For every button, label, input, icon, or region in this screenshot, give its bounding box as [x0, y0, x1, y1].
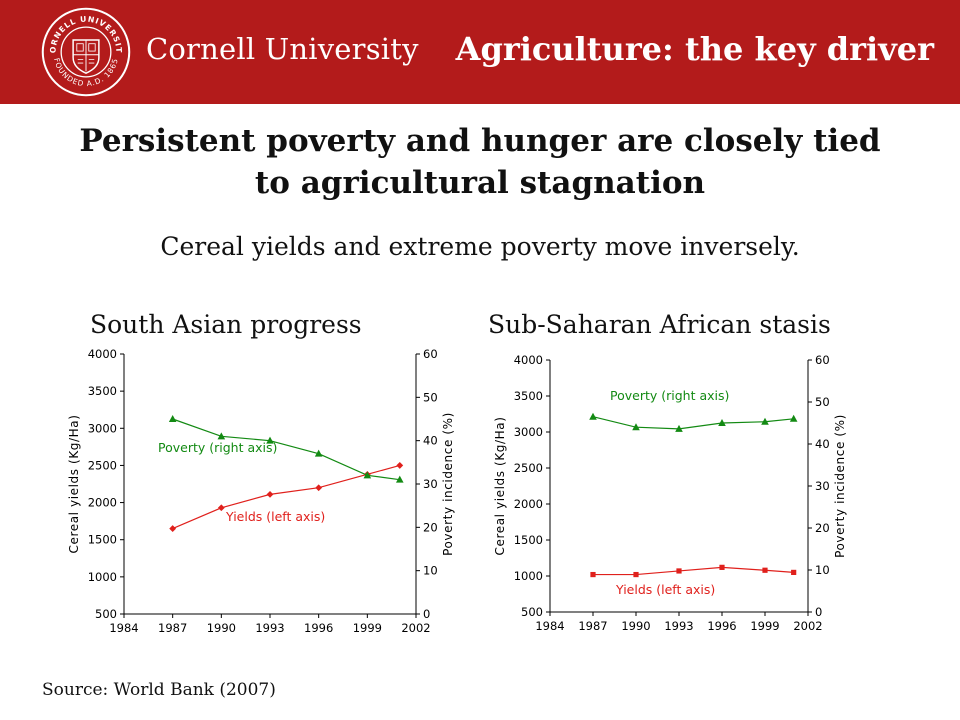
left-y-tick-label: 2000 — [88, 496, 117, 510]
x-tick-label: 1996 — [304, 621, 333, 635]
data-point-diamond — [217, 504, 225, 512]
data-point-square — [719, 564, 725, 570]
data-point-triangle — [395, 475, 404, 483]
right-y-tick-label: 40 — [423, 434, 438, 448]
x-tick-label: 1984 — [109, 621, 138, 635]
data-point-triangle — [314, 449, 323, 457]
right-y-tick-label: 60 — [423, 347, 438, 361]
data-point-diamond — [396, 462, 404, 469]
x-tick-label: 2002 — [793, 619, 822, 633]
left-y-tick-label: 1500 — [88, 533, 117, 547]
x-tick-label: 1990 — [621, 619, 650, 633]
left-y-tick-label: 3000 — [88, 421, 117, 435]
right-y-tick-label: 0 — [423, 607, 430, 621]
right-y-tick-label: 10 — [423, 564, 438, 578]
right-y-axis-title: Poverty incidence (%) — [441, 412, 455, 556]
right-y-tick-label: 20 — [423, 520, 438, 534]
series-label: Yields (left axis) — [225, 509, 325, 524]
university-name: Cornell University — [146, 32, 419, 66]
right-y-tick-label: 30 — [815, 479, 830, 493]
right-y-tick-label: 20 — [815, 521, 830, 535]
series-label: Poverty (right axis) — [610, 388, 729, 403]
headline: Persistent poverty and hunger are closel… — [0, 120, 960, 204]
data-point-triangle — [761, 417, 769, 425]
left-y-axis-title: Cereal yields (Kg/Ha) — [493, 416, 507, 555]
x-tick-label: 1993 — [255, 621, 284, 635]
series-line — [592, 416, 794, 430]
right-y-tick-label: 60 — [815, 353, 830, 367]
series-line — [172, 464, 400, 530]
data-point-triangle — [363, 471, 372, 479]
left-y-tick-label: 2500 — [514, 461, 543, 475]
right-y-tick-label: 30 — [423, 477, 438, 491]
right-y-tick-label: 40 — [815, 437, 830, 451]
left-y-tick-label: 2000 — [514, 497, 543, 511]
left-y-tick-label: 1500 — [514, 533, 543, 547]
right-y-tick-label: 50 — [423, 390, 438, 404]
data-point-square — [590, 571, 596, 578]
data-point-triangle — [266, 436, 274, 444]
series-label: Poverty (right axis) — [158, 440, 277, 455]
chart-south-asia: 500 1000 1500 2000 2500 3000 3500 4000 0 10 20 30 40… — [67, 347, 455, 635]
data-point-triangle — [718, 419, 726, 426]
x-tick-label: 1996 — [707, 619, 736, 633]
left-y-tick-label: 4000 — [88, 347, 117, 361]
data-point-triangle — [217, 432, 226, 440]
right-y-tick-label: 0 — [815, 605, 822, 619]
left-y-tick-label: 1000 — [88, 570, 117, 584]
source-citation: Source: World Bank (2007) — [42, 680, 276, 700]
university-seal-icon: CORNELL UNIVERSITY FOUNDED A.D. 1865 — [40, 6, 131, 97]
data-point-square — [791, 569, 797, 575]
series-line — [593, 566, 794, 576]
left-y-tick-label: 500 — [95, 607, 117, 621]
x-tick-label: 1999 — [353, 621, 382, 635]
data-point-triangle — [789, 414, 798, 422]
slide-topic-title: Agriculture: the key driver — [455, 30, 934, 68]
series-line — [172, 418, 400, 481]
left-y-tick-label: 3500 — [514, 389, 543, 403]
data-point-triangle — [632, 423, 640, 431]
series-label: Yields (left axis) — [615, 582, 715, 597]
right-y-tick-label: 10 — [815, 563, 830, 577]
left-y-tick-label: 500 — [521, 605, 543, 619]
subheading: Cereal yields and extreme poverty move i… — [160, 232, 800, 261]
x-tick-label: 1987 — [578, 619, 607, 633]
right-y-axis-title: Poverty incidence (%) — [833, 414, 847, 558]
right-y-tick-label: 50 — [815, 395, 830, 409]
x-tick-label: 1990 — [207, 621, 236, 635]
headline-line-1: Persistent poverty and hunger are closel… — [79, 123, 881, 159]
x-tick-label: 1984 — [535, 619, 564, 633]
x-tick-label: 1999 — [750, 619, 779, 633]
data-point-triangle — [675, 424, 683, 432]
left-y-tick-label: 3500 — [88, 384, 117, 398]
headline-line-2: to agricultural stagnation — [254, 165, 706, 201]
x-tick-label: 1993 — [664, 619, 693, 633]
data-point-triangle — [168, 415, 177, 422]
chart-title-south-asia: South Asian progress — [90, 310, 362, 339]
data-point-square — [633, 571, 639, 578]
left-y-tick-label: 3000 — [514, 425, 543, 439]
left-y-tick-label: 4000 — [514, 353, 543, 367]
data-point-square — [762, 567, 768, 573]
header-banner: CORNELL UNIVERSITY FOUNDED A.D. 1865 Cor… — [0, 0, 960, 104]
left-y-axis-title: Cereal yields (Kg/Ha) — [67, 414, 81, 553]
left-y-tick-label: 1000 — [514, 569, 543, 583]
chart-title-sub-saharan-africa: Sub-Saharan African stasis — [488, 310, 831, 339]
x-tick-label: 2002 — [401, 621, 430, 635]
x-tick-label: 1987 — [158, 621, 187, 635]
data-point-square — [676, 568, 682, 574]
data-point-triangle — [589, 412, 597, 420]
svg-text:CORNELL UNIVERSITY: CORNELL UNIVERSITY — [40, 6, 123, 54]
data-point-diamond — [266, 491, 274, 498]
left-y-tick-label: 2500 — [88, 458, 117, 472]
chart-sub-saharan-africa: 500 1000 1500 2000 2500 3000 3500 4000 0 10 20 30 40… — [493, 353, 847, 633]
data-point-diamond — [315, 484, 323, 492]
data-point-diamond — [169, 525, 177, 532]
